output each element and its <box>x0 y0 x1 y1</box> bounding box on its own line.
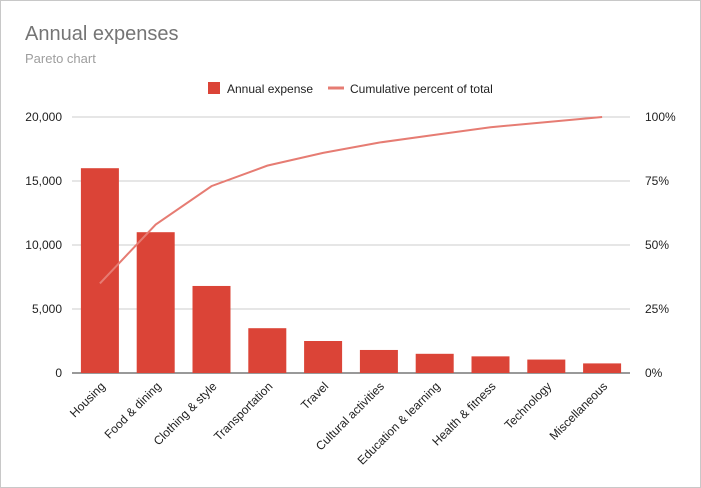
x-tick-label: Miscellaneous <box>547 379 611 443</box>
bar <box>471 356 510 373</box>
y-axis-right: 0% 25% 50% 75% 100% <box>645 110 676 380</box>
bar <box>304 341 343 373</box>
bar <box>136 232 175 373</box>
x-tick-label: Housing <box>67 379 108 420</box>
legend-swatch-annual-expense <box>208 82 220 94</box>
y-left-tick-label: 0 <box>55 366 62 380</box>
x-tick-label: Technology <box>502 379 555 432</box>
y-right-tick-label: 25% <box>645 302 669 316</box>
chart-title: Annual expenses <box>25 23 179 45</box>
bar <box>415 353 454 373</box>
bar <box>192 285 231 373</box>
y-left-tick-label: 5,000 <box>32 302 62 316</box>
bar <box>248 328 287 373</box>
y-left-tick-label: 15,000 <box>25 174 62 188</box>
chart-subtitle: Pareto chart <box>25 51 96 66</box>
line-series <box>99 116 603 285</box>
x-tick-label: Transportation <box>211 379 275 443</box>
bar <box>359 349 398 373</box>
y-axis-left: 0 5,000 10,000 15,000 20,000 <box>25 110 62 380</box>
bar <box>583 363 622 373</box>
chart-legend: Annual expense Cumulative percent of tot… <box>208 82 493 96</box>
y-right-tick-label: 50% <box>645 238 669 252</box>
bar <box>527 359 566 373</box>
y-right-tick-label: 0% <box>645 366 663 380</box>
x-tick-label: Travel <box>298 379 331 412</box>
legend-label-annual-expense: Annual expense <box>227 82 313 96</box>
y-right-tick-label: 75% <box>645 174 669 188</box>
y-left-tick-label: 10,000 <box>25 238 62 252</box>
cumulative-percent-line <box>99 116 603 285</box>
bar-series <box>80 168 622 373</box>
x-tick-label: Food & dining <box>102 379 164 441</box>
y-right-tick-label: 100% <box>645 110 676 124</box>
legend-label-cumulative: Cumulative percent of total <box>350 82 493 96</box>
y-left-tick-label: 20,000 <box>25 110 62 124</box>
